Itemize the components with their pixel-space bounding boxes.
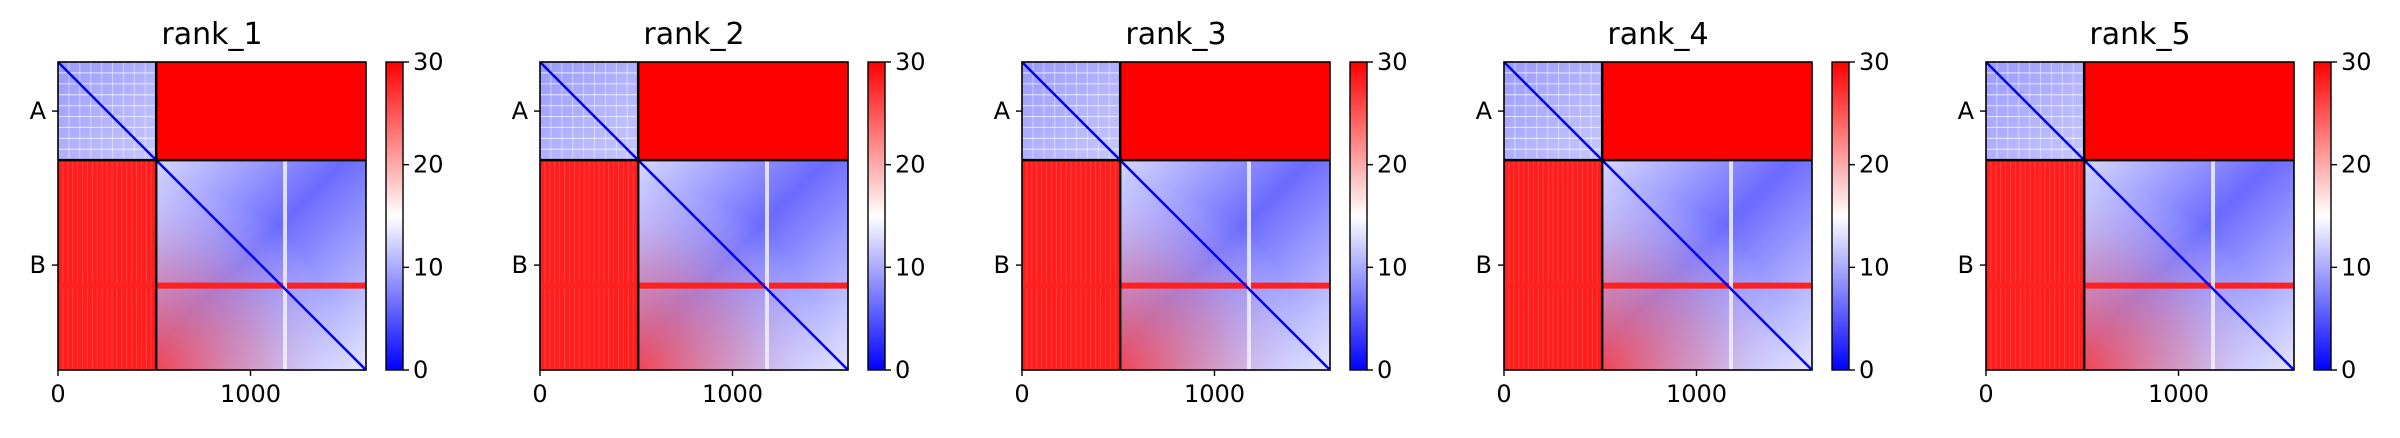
y-tick-label: A <box>30 97 47 125</box>
hot-row <box>1022 282 1330 289</box>
y-tick-label: A <box>512 97 529 125</box>
x-tick-label: 0 <box>50 380 65 408</box>
colorbar-tick-label: 30 <box>895 48 926 76</box>
heatmap-frame <box>1503 61 1813 371</box>
heatmap-frame <box>1985 61 2295 371</box>
pae-panel-3: rank_3 A B 0 1000 0 10 20 30 <box>994 17 1408 408</box>
colorbar-tick-label: 0 <box>413 356 428 384</box>
y-tick-label: B <box>994 251 1010 279</box>
x-tick-label: 1000 <box>220 380 281 408</box>
colorbar-tick-label: 20 <box>895 151 926 179</box>
colorbar <box>1349 61 1368 371</box>
colorbar-tick-label: 0 <box>1377 356 1392 384</box>
cool-column <box>2210 160 2215 370</box>
hot-row <box>540 282 848 289</box>
cool-column <box>1246 160 1251 370</box>
chain-a-diagonal <box>539 61 640 162</box>
heatmap-frame <box>1021 61 1331 371</box>
heatmap-frame <box>57 61 367 371</box>
x-tick-label: 1000 <box>702 380 763 408</box>
pae-panel-2: rank_2 A B 0 1000 0 10 20 30 <box>512 17 926 408</box>
colorbar-tick-label: 20 <box>1859 151 1890 179</box>
pae-heatmap <box>1021 61 1331 371</box>
x-tick-label: 0 <box>532 380 547 408</box>
panel-title: rank_5 <box>2089 17 2190 52</box>
x-tick-label: 0 <box>1014 380 1029 408</box>
pae-heatmap <box>1503 61 1813 371</box>
panel-title: rank_3 <box>1125 17 1226 52</box>
quadrant-ab <box>1120 62 1330 161</box>
colorbar-tick-label: 30 <box>1377 48 1408 76</box>
quadrant-ab <box>638 62 848 161</box>
quadrant-ab <box>156 62 366 161</box>
pae-panel-5: rank_5 A B 0 1000 0 10 20 30 <box>1958 17 2372 408</box>
x-tick-label: 1000 <box>2148 380 2209 408</box>
quadrant-ab <box>1602 62 1812 161</box>
colorbar-tick-label: 10 <box>413 253 444 281</box>
colorbar-tick-label: 20 <box>413 151 444 179</box>
pae-heatmap <box>1985 61 2295 371</box>
colorbar-tick-label: 30 <box>413 48 444 76</box>
chain-b-diagonal <box>155 159 367 371</box>
pae-panel-4: rank_4 A B 0 1000 0 10 20 30 <box>1476 17 1890 408</box>
colorbar-tick-label: 20 <box>1377 151 1408 179</box>
hot-row <box>1504 282 1812 289</box>
chain-a-diagonal <box>1021 61 1122 162</box>
chain-b-diagonal <box>1601 159 1813 371</box>
colorbar-tick-label: 30 <box>2341 48 2372 76</box>
cool-column <box>282 160 287 370</box>
y-tick-label: A <box>1476 97 1493 125</box>
panel-title: rank_4 <box>1607 17 1708 52</box>
x-tick-label: 0 <box>1978 380 1993 408</box>
pae-heatmap <box>539 61 849 371</box>
chain-b-diagonal <box>637 159 849 371</box>
y-tick-label: B <box>1476 251 1492 279</box>
y-tick-label: B <box>512 251 528 279</box>
y-tick-label: A <box>994 97 1011 125</box>
colorbar-tick-label: 10 <box>2341 253 2372 281</box>
cool-column <box>1728 160 1733 370</box>
colorbar-tick-label: 10 <box>895 253 926 281</box>
colorbar <box>867 61 886 371</box>
colorbar-tick-label: 20 <box>2341 151 2372 179</box>
x-tick-label: 1000 <box>1666 380 1727 408</box>
chain-a-diagonal <box>57 61 158 162</box>
hot-row <box>1986 282 2294 289</box>
chain-b-diagonal <box>2083 159 2295 371</box>
x-tick-label: 1000 <box>1184 380 1245 408</box>
colorbar-tick-label: 0 <box>895 356 910 384</box>
pae-panel-1: rank_1 A B 0 1000 0 10 20 30 <box>30 17 444 408</box>
chain-a-diagonal <box>1985 61 2086 162</box>
y-tick-label: B <box>1958 251 1974 279</box>
colorbar-tick-label: 10 <box>1377 253 1408 281</box>
hot-row <box>58 282 366 289</box>
chain-b-diagonal <box>1119 159 1331 371</box>
colorbar <box>1831 61 1850 371</box>
colorbar <box>385 61 404 371</box>
heatmap-frame <box>539 61 849 371</box>
panel-title: rank_2 <box>643 17 744 52</box>
colorbar <box>2313 61 2332 371</box>
y-tick-label: A <box>1958 97 1975 125</box>
cool-column <box>764 160 769 370</box>
colorbar-tick-label: 10 <box>1859 253 1890 281</box>
quadrant-ab <box>2084 62 2294 161</box>
chain-a-diagonal <box>1503 61 1604 162</box>
y-tick-label: B <box>30 251 46 279</box>
x-tick-label: 0 <box>1496 380 1511 408</box>
panel-title: rank_1 <box>161 17 262 52</box>
colorbar-tick-label: 0 <box>2341 356 2356 384</box>
colorbar-tick-label: 0 <box>1859 356 1874 384</box>
pae-heatmap <box>57 61 367 371</box>
colorbar-tick-label: 30 <box>1859 48 1890 76</box>
